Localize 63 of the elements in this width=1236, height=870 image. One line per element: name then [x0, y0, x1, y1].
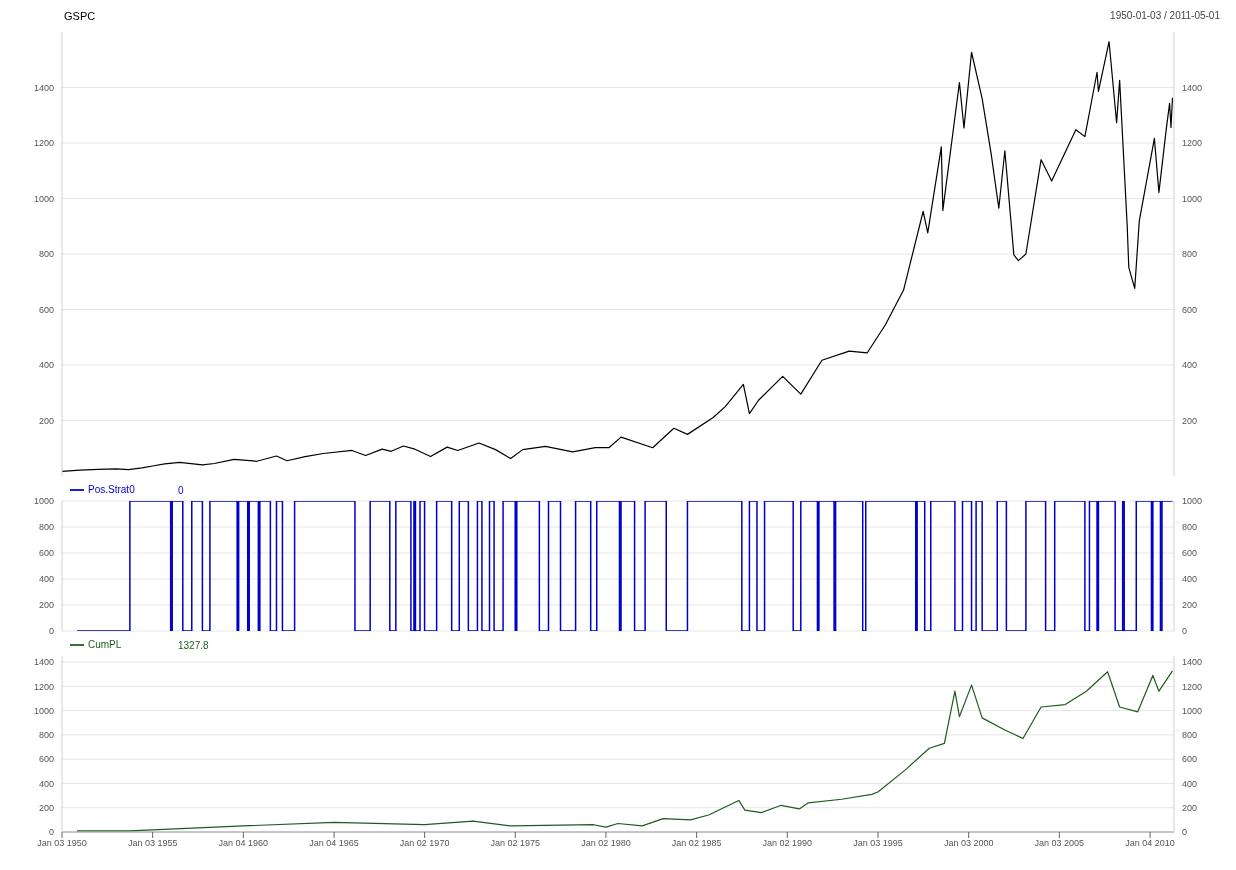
legend-label: CumPL [88, 638, 122, 650]
x-tick-label: Jan 03 1950 [37, 838, 87, 849]
y-tick-label: 400 [38, 574, 54, 585]
x-tick-label: Jan 03 1995 [853, 838, 903, 849]
x-tick-label: Jan 04 2010 [1125, 838, 1175, 849]
y2-tick-label: 600 [1182, 304, 1198, 315]
y2-tick-label: 800 [1182, 522, 1198, 533]
y2-tick-label: 1400 [1182, 657, 1203, 668]
y2-tick-label: 1200 [1182, 681, 1203, 692]
y2-tick-label: 1400 [1182, 82, 1203, 93]
y-tick-label: 1400 [33, 82, 54, 93]
y-tick-label: 200 [38, 802, 54, 813]
y-tick-label: 600 [38, 304, 54, 315]
y-tick-label: 1200 [33, 138, 54, 149]
text: 0 [178, 485, 184, 496]
x-tick-label: Jan 04 1965 [309, 838, 359, 849]
chart-subtitle: 1950-01-03 / 2011-05-01 [1110, 10, 1220, 21]
y2-tick-label: 400 [1182, 360, 1198, 371]
y2-tick-label: 200 [1182, 600, 1198, 611]
y-tick-label: 400 [38, 360, 54, 371]
y2-tick-label: 800 [1182, 249, 1198, 260]
y-tick-label: 800 [38, 730, 54, 741]
y-tick-label: 400 [38, 778, 54, 789]
y-tick-label: 1200 [33, 681, 54, 692]
y-tick-label: 1000 [33, 193, 54, 204]
y2-tick-label: 0 [1182, 827, 1188, 838]
y-tick-label: 1400 [33, 657, 54, 668]
y-tick-label: 1000 [33, 496, 54, 507]
chart-title: GSPC [64, 10, 96, 22]
x-tick-label: Jan 02 1980 [581, 838, 631, 849]
y2-tick-label: 1000 [1182, 496, 1203, 507]
legend-label: Pos.Strat0 [88, 483, 135, 495]
y-tick-label: 800 [38, 249, 54, 260]
x-tick-label: Jan 03 1955 [127, 838, 178, 849]
line-series [76, 670, 1174, 832]
y2-tick-label: 1200 [1182, 138, 1203, 149]
y-tick-label: 800 [38, 522, 54, 533]
y-tick-label: 600 [38, 548, 54, 559]
x-tick-label: Jan 02 1985 [671, 838, 722, 849]
y-tick-label: 0 [48, 626, 54, 637]
y2-tick-label: 0 [1182, 626, 1188, 637]
y-tick-label: 200 [38, 415, 54, 426]
x-tick-label: Jan 04 1960 [218, 838, 269, 849]
y-tick-label: 0 [48, 827, 54, 838]
x-tick-label: Jan 03 2000 [943, 838, 994, 849]
x-tick-label: Jan 02 1990 [762, 838, 813, 849]
y2-tick-label: 800 [1182, 730, 1198, 741]
y2-tick-label: 600 [1182, 754, 1198, 765]
y2-tick-label: 1000 [1182, 705, 1203, 716]
y2-tick-label: 1000 [1182, 193, 1203, 204]
y-tick-label: 600 [38, 754, 54, 765]
x-tick-label: Jan 02 1970 [399, 838, 450, 849]
text: 1327.8 [178, 640, 209, 651]
y-tick-label: 1000 [33, 705, 54, 716]
x-tick-label: Jan 02 1975 [490, 838, 541, 849]
y2-tick-label: 200 [1182, 415, 1198, 426]
y-tick-label: 200 [38, 600, 54, 611]
y2-tick-label: 600 [1182, 548, 1198, 559]
line-series [62, 41, 1174, 472]
y2-tick-label: 400 [1182, 778, 1198, 789]
y2-tick-label: 400 [1182, 574, 1198, 585]
y2-tick-label: 200 [1182, 802, 1198, 813]
x-tick-label: Jan 03 2005 [1034, 838, 1085, 849]
